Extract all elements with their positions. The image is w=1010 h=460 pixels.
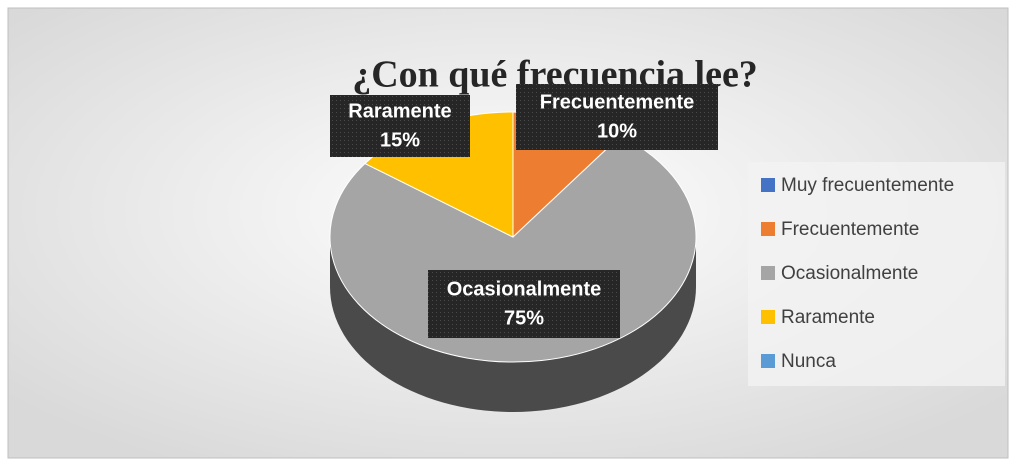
legend-label: Frecuentemente <box>781 219 919 240</box>
data-label-value: 75% <box>504 307 544 329</box>
data-label-box <box>428 270 620 338</box>
legend-label: Raramente <box>781 307 875 328</box>
legend-swatch <box>761 266 775 280</box>
data-label-box <box>516 84 718 150</box>
legend-box <box>748 162 1005 386</box>
legend-swatch <box>761 354 775 368</box>
pie-side <box>330 237 696 412</box>
data-labels: Frecuentemente 10% Ocasionalmente 75% Rarame… <box>330 84 718 338</box>
data-label-value: 15% <box>380 129 420 151</box>
legend-swatch <box>761 178 775 192</box>
legend-label: Ocasionalmente <box>781 263 918 284</box>
legend-swatch <box>761 222 775 236</box>
data-label-category: Ocasionalmente <box>447 278 602 300</box>
legend-swatch <box>761 310 775 324</box>
legend: Muy frecuentemente Frecuentemente Ocasiona… <box>761 175 954 372</box>
data-label-value: 10% <box>597 120 637 142</box>
data-label-box <box>330 95 470 157</box>
data-label-category: Frecuentemente <box>540 91 695 113</box>
legend-label: Muy frecuentemente <box>781 175 954 196</box>
legend-label: Nunca <box>781 351 836 372</box>
data-label-category: Raramente <box>348 100 451 122</box>
